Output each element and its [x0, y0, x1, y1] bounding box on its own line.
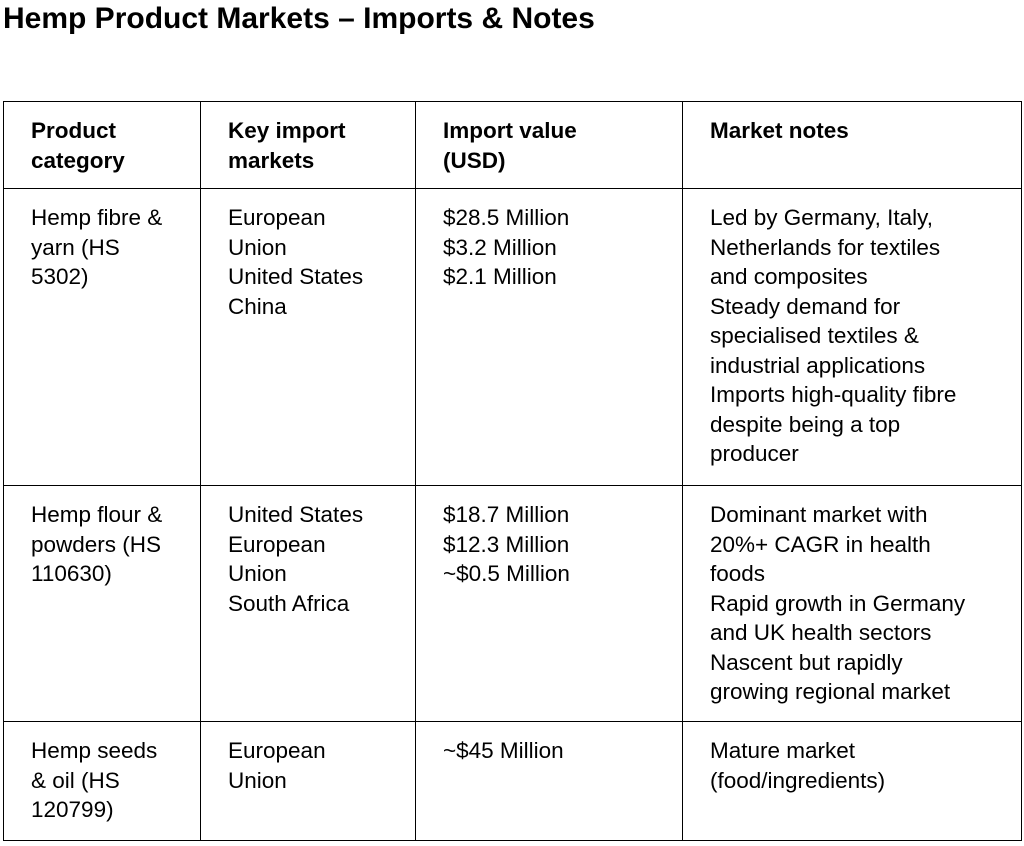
header-import-value: Import value (USD) — [415, 101, 683, 189]
header-text-line: markets — [228, 147, 315, 173]
cell-key-import-markets: United States European Union South Africa — [200, 485, 416, 722]
cell-text-line: specialised textiles & — [710, 323, 919, 348]
cell-market-notes: Mature market (food/ingredients) — [682, 721, 1022, 841]
cell-text-line: $12.3 Million — [443, 531, 570, 557]
cell-text-line: and composites — [710, 264, 868, 289]
cell-text-line: 20%+ CAGR in health — [710, 531, 931, 557]
cell-text-line: Hemp flour & — [31, 502, 163, 527]
header-text-line: category — [31, 147, 125, 173]
cell-text-line: despite being a top — [710, 411, 901, 437]
cell-text-line: United States — [228, 264, 364, 289]
cell-market-notes: Dominant market with 20%+ CAGR in health f… — [682, 485, 1022, 722]
table-header-row: Product category Key import markets Import v… — [3, 101, 1022, 189]
cell-text-line: $3.2 Million — [443, 234, 557, 260]
cell-text-line: yarn (HS — [31, 234, 120, 260]
cell-text-line: foods — [710, 561, 766, 586]
cell-text-line: Hemp seeds — [31, 738, 158, 763]
header-product-category: Product category — [3, 101, 201, 189]
cell-text-line: European — [228, 205, 326, 230]
cell-text-line: $2.1 Million — [443, 264, 557, 289]
header-key-import-markets: Key import markets — [200, 101, 416, 189]
table-row: Hemp seeds & oil (HS 120799) European Union ~… — [3, 721, 1022, 841]
cell-text-line: ~$0.5 Million — [443, 561, 570, 586]
cell-text-line: Led by Germany, Italy, — [710, 205, 934, 230]
header-text-line: Market notes — [710, 118, 849, 143]
cell-text-line: European — [228, 738, 326, 763]
cell-text-line: producer — [710, 441, 799, 466]
cell-text-line: Nascent but rapidly — [710, 649, 903, 675]
cell-text-line: 5302) — [31, 264, 89, 289]
cell-product-category: Hemp seeds & oil (HS 120799) — [3, 721, 201, 841]
cell-text-line: ~$45 Million — [443, 738, 564, 763]
table-row: Hemp flour & powders (HS 110630) United Sta… — [3, 485, 1022, 722]
cell-text-line: & oil (HS — [31, 767, 120, 793]
cell-text-line: Union — [228, 234, 287, 260]
cell-text-line: Steady demand for — [710, 293, 901, 319]
cell-text-line: (food/ingredients) — [710, 767, 886, 793]
hemp-markets-table: Product category Key import markets Import v… — [3, 101, 1022, 841]
cell-text-line: Netherlands for textiles — [710, 234, 941, 260]
header-text-line: Product — [31, 118, 117, 143]
cell-text-line: powders (HS — [31, 531, 162, 557]
cell-text-line: 110630) — [31, 561, 112, 586]
cell-text-line: European — [228, 531, 326, 557]
cell-import-value: $18.7 Million $12.3 Million ~$0.5 Million — [415, 485, 683, 722]
table-row: Hemp fibre & yarn (HS 5302) European Union Un… — [3, 188, 1022, 486]
cell-import-value: ~$45 Million — [415, 721, 683, 841]
cell-text-line: Union — [228, 767, 287, 793]
header-text-line: Key import — [228, 118, 346, 143]
page-title: Hemp Product Markets – Imports & Notes — [3, 2, 595, 35]
cell-text-line: 120799) — [31, 797, 114, 822]
cell-import-value: $28.5 Million $3.2 Million $2.1 Million — [415, 188, 683, 486]
cell-text-line: South Africa — [228, 590, 350, 616]
cell-text-line: Mature market — [710, 738, 856, 763]
cell-key-import-markets: European Union — [200, 721, 416, 841]
cell-text-line: Rapid growth in Germany — [710, 590, 966, 616]
cell-text-line: $18.7 Million — [443, 502, 570, 527]
cell-text-line: United States — [228, 502, 364, 527]
cell-text-line: and UK health sectors — [710, 620, 932, 645]
cell-text-line: Dominant market with — [710, 502, 928, 527]
cell-text-line: China — [228, 293, 287, 319]
cell-text-line: industrial applications — [710, 352, 926, 378]
header-text-line: (USD) — [443, 147, 506, 173]
cell-text-line: Hemp fibre & — [31, 205, 163, 230]
cell-text-line: $28.5 Million — [443, 205, 570, 230]
cell-product-category: Hemp fibre & yarn (HS 5302) — [3, 188, 201, 486]
cell-text-line: Imports high-quality fibre — [710, 382, 957, 407]
cell-product-category: Hemp flour & powders (HS 110630) — [3, 485, 201, 722]
cell-text-line: growing regional market — [710, 679, 951, 704]
header-market-notes: Market notes — [682, 101, 1022, 189]
cell-market-notes: Led by Germany, Italy, Netherlands for te… — [682, 188, 1022, 486]
cell-text-line: Union — [228, 561, 287, 586]
cell-key-import-markets: European Union United States China — [200, 188, 416, 486]
header-text-line: Import value — [443, 118, 577, 143]
